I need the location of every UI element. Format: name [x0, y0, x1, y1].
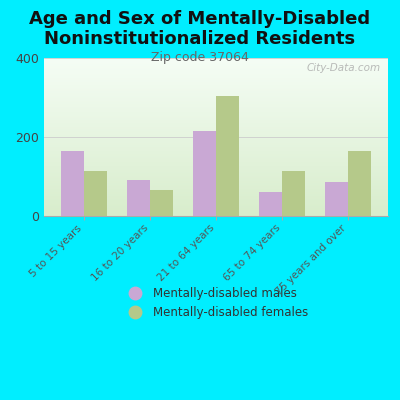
- Bar: [84, 170, 107, 216]
- Text: Zip code 37064: Zip code 37064: [151, 51, 249, 64]
- Bar: [150, 190, 173, 216]
- Bar: [282, 170, 305, 216]
- Text: City-Data.com: City-Data.com: [307, 63, 381, 73]
- Bar: [193, 131, 216, 216]
- Text: Age and Sex of Mentally-Disabled: Age and Sex of Mentally-Disabled: [30, 10, 370, 28]
- Bar: [216, 96, 239, 216]
- Bar: [325, 182, 348, 216]
- Bar: [60, 151, 84, 216]
- Bar: [259, 192, 282, 216]
- Legend: Mentally-disabled males, Mentally-disabled females: Mentally-disabled males, Mentally-disabl…: [119, 282, 313, 324]
- Bar: [127, 180, 150, 216]
- Bar: [348, 151, 372, 216]
- Text: Noninstitutionalized Residents: Noninstitutionalized Residents: [44, 30, 356, 48]
